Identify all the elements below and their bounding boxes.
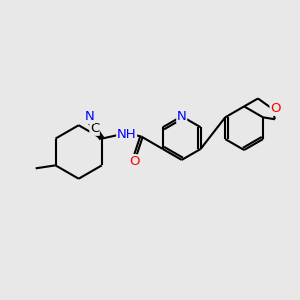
Text: NH: NH (117, 128, 136, 141)
Text: N: N (177, 110, 187, 123)
Text: C: C (90, 122, 99, 135)
Text: O: O (129, 155, 140, 168)
Text: N: N (85, 110, 94, 123)
Text: O: O (270, 102, 280, 116)
